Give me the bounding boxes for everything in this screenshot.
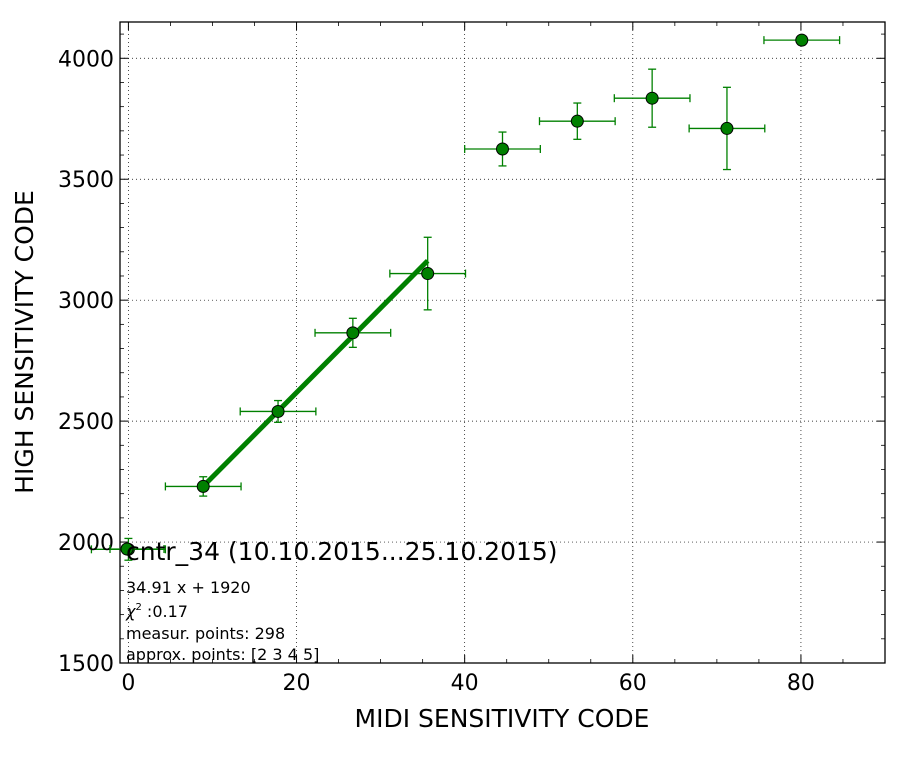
x-tick-label: 80 bbox=[787, 671, 815, 696]
data-point bbox=[570, 114, 584, 128]
chi-square-value: :0.17 bbox=[142, 602, 188, 621]
x-tick-label: 60 bbox=[619, 671, 647, 696]
fit-line bbox=[201, 259, 430, 489]
chi-square: χ2 :0.17 bbox=[125, 602, 188, 621]
x-tick-label: 0 bbox=[121, 671, 135, 696]
chi-square-exponent: 2 bbox=[135, 602, 141, 613]
y-tick-label: 3000 bbox=[58, 289, 114, 314]
data-point bbox=[496, 142, 509, 156]
fit-line-group bbox=[201, 259, 430, 489]
x-tick-label: 40 bbox=[451, 671, 479, 696]
data-point bbox=[196, 479, 210, 493]
data-point bbox=[720, 121, 734, 135]
data-points bbox=[121, 33, 809, 556]
y-tick-label: 4000 bbox=[58, 47, 114, 72]
data-point bbox=[645, 91, 659, 105]
y-axis-label: HIGH SENSITIVITY CODE bbox=[10, 190, 39, 494]
approx-points: approx. points: [2 3 4 5] bbox=[126, 645, 319, 664]
x-tick-label: 20 bbox=[283, 671, 311, 696]
axis-ticks bbox=[120, 22, 886, 664]
x-axis-label: MIDI SENSITIVITY CODE bbox=[355, 704, 650, 733]
legend: cntr_34 (10.10.2015...25.10.2015) bbox=[109, 537, 558, 566]
legend-marker bbox=[120, 542, 134, 556]
y-tick-label: 2500 bbox=[58, 410, 114, 435]
y-tick-label: 1500 bbox=[58, 652, 114, 677]
chi-square-symbol: χ bbox=[125, 602, 136, 621]
tick-labels: 0 20 40 60 80 1500 2000 2500 3000 3500 4000 bbox=[58, 47, 815, 696]
fit-annotation: 34.91 x + 1920 χ2 :0.17 measur. points: … bbox=[125, 578, 319, 664]
data-point bbox=[271, 404, 285, 418]
grid-lines bbox=[120, 22, 885, 664]
y-tick-label: 2000 bbox=[58, 531, 114, 556]
y-tick-label: 3500 bbox=[58, 168, 114, 193]
measur-points: measur. points: 298 bbox=[126, 624, 285, 643]
plot-frame bbox=[119, 21, 886, 664]
data-point bbox=[795, 33, 809, 47]
data-point bbox=[421, 267, 435, 281]
fit-equation: 34.91 x + 1920 bbox=[126, 578, 251, 597]
data-point bbox=[346, 326, 360, 340]
legend-label: cntr_34 (10.10.2015...25.10.2015) bbox=[126, 537, 558, 566]
